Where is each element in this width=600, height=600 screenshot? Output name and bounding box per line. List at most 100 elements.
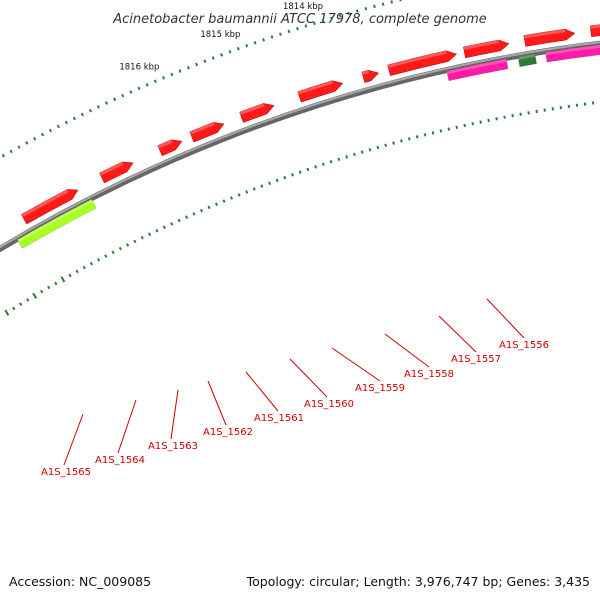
outer-tick <box>270 35 274 39</box>
inner-tick <box>170 222 174 226</box>
outer-tick <box>129 90 133 94</box>
inner-tick <box>423 133 427 137</box>
inner-tick <box>329 160 333 164</box>
feature-layer <box>16 24 600 249</box>
outer-tick <box>373 4 376 9</box>
outer-tick <box>56 124 60 129</box>
inner-tick <box>237 193 241 197</box>
gene-leader-line <box>438 315 477 353</box>
outer-tick <box>153 79 157 84</box>
outer-tick <box>113 97 117 102</box>
kbp-tick-label: 1816 kbp <box>119 63 159 73</box>
gene-leader-line <box>486 298 525 339</box>
inner-tick <box>455 125 459 129</box>
feature-A1S_1561 <box>446 58 509 82</box>
outer-tick <box>33 136 37 141</box>
inner-tick <box>12 306 16 311</box>
accession-text: Accession: NC_009085 <box>9 574 151 589</box>
feature-A1S_1559-highlight <box>545 44 600 56</box>
outer-tick <box>211 56 215 60</box>
inner-tick <box>54 281 58 286</box>
inner-tick <box>283 175 287 180</box>
inner-tick <box>126 243 130 247</box>
kbp-tick-label: 1815 kbp <box>200 30 240 40</box>
outer-tick <box>162 76 166 80</box>
outer-tick <box>195 62 199 67</box>
inner-tick <box>140 235 144 240</box>
inner-tick <box>298 170 302 174</box>
inner-tick <box>360 150 364 154</box>
forward-gene-highlight <box>157 139 173 149</box>
outer-tick <box>25 141 29 145</box>
gene-label: A1S_1563 <box>148 441 198 452</box>
outer-tick <box>220 53 224 57</box>
inner-tick <box>268 181 271 185</box>
kbp-tick-label: 1814 kbp <box>283 2 323 12</box>
inner-tick <box>104 254 108 258</box>
outer-tick <box>9 149 13 154</box>
inner-tick <box>519 112 522 116</box>
forward-gene-highlight <box>523 29 566 39</box>
outer-tick <box>48 128 53 133</box>
genome-backbone-highlight <box>0 41 600 249</box>
outer-tick <box>137 86 141 91</box>
outer-tick <box>245 43 249 48</box>
gene-label: A1S_1559 <box>355 383 405 394</box>
inner-tick <box>148 232 152 237</box>
forward-gene-highlight <box>361 70 369 75</box>
outer-tick <box>364 6 368 11</box>
gene-label: A1S_1556 <box>499 340 549 351</box>
inner-tick <box>185 215 189 219</box>
feature-A1S_1565 <box>16 198 97 249</box>
inner-tick <box>321 162 325 167</box>
gene-label: A1S_1565 <box>41 467 91 478</box>
outer-tick <box>390 0 394 4</box>
feature-A1S_1560-highlight <box>518 53 536 60</box>
outer-tick <box>279 32 282 36</box>
inner-tick <box>463 123 467 128</box>
inner-tick <box>527 111 530 115</box>
gene-leader-line <box>170 389 179 440</box>
inner-tick <box>392 141 395 145</box>
gene-leader-line <box>63 413 84 466</box>
inner-tick <box>495 117 498 121</box>
gene-leader-line <box>289 358 328 398</box>
inner-tick <box>345 155 349 159</box>
outer-tick <box>170 72 174 77</box>
inner-tick <box>376 145 380 150</box>
outer-tick <box>64 120 68 125</box>
inner-tick <box>431 131 435 135</box>
outer-tick <box>253 41 257 45</box>
inner-tick <box>75 269 79 274</box>
inner-tick <box>479 120 482 124</box>
outer-tick <box>321 19 325 23</box>
outer-tick <box>330 16 333 21</box>
gene-leader-line <box>331 347 381 382</box>
inner-tick <box>275 178 279 183</box>
inner-tick <box>245 190 249 194</box>
inner-tick <box>471 122 474 126</box>
outer-tick <box>287 29 291 34</box>
gene-label: A1S_1560 <box>304 399 354 410</box>
forward-gene-highlight <box>239 103 265 115</box>
gene-label: A1S_1561 <box>254 413 304 424</box>
forward-gene-highlight <box>387 50 447 68</box>
inner-tick <box>47 285 51 290</box>
track-layer <box>0 40 600 253</box>
inner-tick <box>32 292 38 299</box>
inner-tick <box>368 148 372 152</box>
genome-summary-text: Topology: circular; Length: 3,976,747 bp… <box>246 574 590 589</box>
inner-tick <box>407 137 411 141</box>
inner-tick <box>207 205 211 210</box>
inner-tick <box>535 109 538 114</box>
inner-tick <box>384 143 388 148</box>
outer-tick <box>399 0 402 2</box>
inner-tick <box>353 152 356 157</box>
forward-gene-highlight <box>189 122 215 135</box>
outer-tick <box>304 24 308 28</box>
inner-tick <box>230 196 234 200</box>
inner-tick <box>118 246 122 251</box>
inner-tick <box>511 114 514 118</box>
outer-tick <box>313 21 316 26</box>
